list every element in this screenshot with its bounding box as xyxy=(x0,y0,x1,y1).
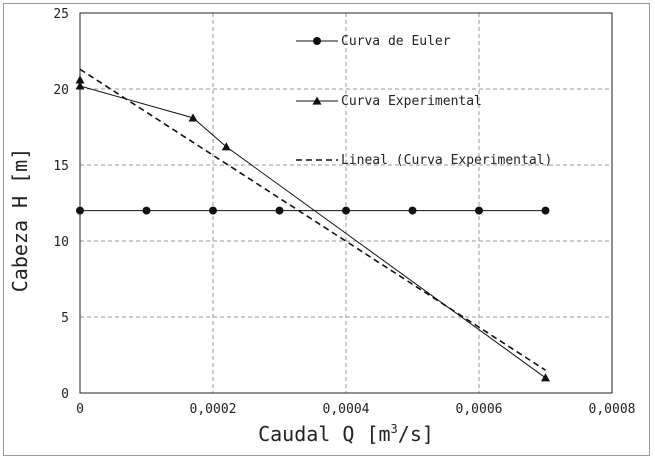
legend-swatch-marker xyxy=(313,37,321,45)
x-tick-label: 0,0006 xyxy=(456,402,503,417)
series-lineal-curva-experimental xyxy=(79,68,546,371)
legend-label: Curva de Euler xyxy=(341,34,451,49)
data-point xyxy=(541,373,550,382)
legend-entry: Curva de Euler xyxy=(296,34,451,49)
data-point xyxy=(275,206,284,215)
data-point xyxy=(342,206,350,215)
series xyxy=(75,68,550,382)
data-point xyxy=(75,75,85,84)
legend-label: Curva Experimental xyxy=(341,94,482,109)
y-axis-title: Cabeza H [m] xyxy=(8,148,32,293)
x-tick-label: 0,0004 xyxy=(323,402,370,417)
x-tick-label: 0 xyxy=(76,402,84,417)
y-tick-label: 25 xyxy=(53,7,69,22)
y-tick-label: 0 xyxy=(61,387,69,402)
tick-labels: 0 0,0002 0,0004 0,0006 0,0008 0 5 10 15 20 25 xyxy=(53,7,635,417)
x-axis-title: Caudal Q [m3/s] xyxy=(258,422,434,446)
data-point xyxy=(209,206,217,215)
data-point xyxy=(142,206,151,215)
data-point xyxy=(75,81,85,90)
plot-area xyxy=(79,12,613,394)
data-point xyxy=(221,142,231,151)
series-curva-experimental xyxy=(75,81,550,382)
legend: Curva de Euler Curva Experimental Lineal (… xyxy=(296,34,552,168)
legend-swatch-marker xyxy=(312,96,322,105)
y-tick-label: 15 xyxy=(53,159,69,174)
x-tick-label: 0,0002 xyxy=(190,402,237,417)
series-line xyxy=(79,85,546,379)
data-point xyxy=(188,113,198,122)
y-tick-label: 20 xyxy=(53,83,69,98)
legend-entry: Curva Experimental xyxy=(296,94,482,109)
data-point xyxy=(475,206,483,215)
data-point xyxy=(541,206,550,215)
grid xyxy=(80,13,612,393)
y-tick-label: 10 xyxy=(53,235,69,250)
y-tick-label: 5 xyxy=(61,311,69,326)
legend-entry: Lineal (Curva Experimental) xyxy=(296,153,552,168)
legend-label: Lineal (Curva Experimental) xyxy=(341,153,552,168)
data-point xyxy=(408,206,417,215)
x-tick-label: 0,0008 xyxy=(589,402,636,417)
series-curva-de-euler xyxy=(76,206,550,215)
data-point xyxy=(76,206,84,215)
series-line xyxy=(79,68,546,371)
